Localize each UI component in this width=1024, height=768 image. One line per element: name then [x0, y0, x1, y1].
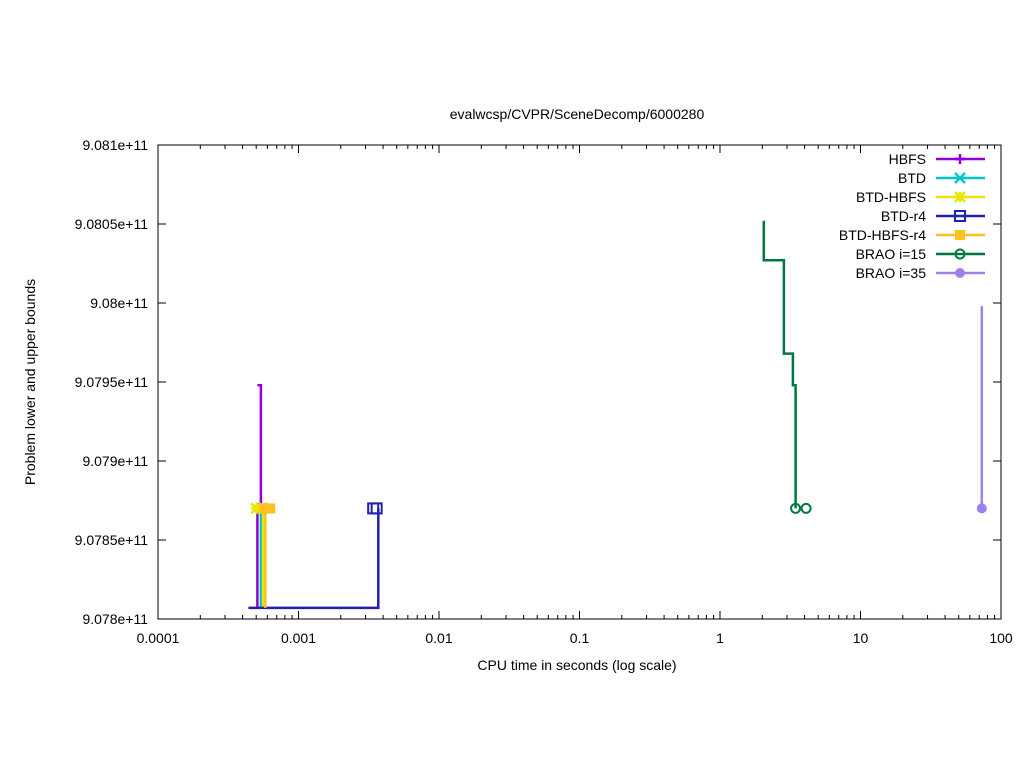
plot-series	[248, 220, 987, 610]
series-point	[790, 502, 802, 514]
series-3	[248, 502, 383, 610]
chart-title: evalwcsp/CVPR/SceneDecomp/6000280	[450, 106, 705, 122]
legend-item: BTD-HBFS	[856, 189, 985, 205]
x-axis-label: CPU time in seconds (log scale)	[477, 657, 676, 673]
series-point	[265, 503, 276, 514]
legend-label: BTD-HBFS	[856, 189, 926, 205]
legend-label: BRAO i=35	[856, 265, 927, 281]
legend-marker	[955, 230, 965, 240]
legend-item: HBFS	[889, 151, 985, 167]
axis-ticks: 0.0001 0.001 0.01 0.1 1 10 100 9.078e+11 9.0785e…	[75, 137, 1013, 646]
series-line	[762, 220, 797, 509]
legend-marker	[954, 172, 966, 184]
legend-label: BRAO i=15	[856, 246, 927, 262]
y-tick-label: 9.079e+11	[82, 453, 148, 469]
legend-item: BRAO i=15	[856, 246, 985, 262]
x-tick-label: 0.01	[425, 630, 452, 646]
y-tick-label: 9.081e+11	[82, 137, 148, 153]
x-tick-label: 0.1	[570, 630, 590, 646]
y-tick-label: 9.078e+11	[82, 611, 148, 627]
y-tick-label: 9.0795e+11	[75, 374, 149, 390]
legend-marker	[954, 210, 966, 222]
legend-item: BTD-HBFS-r4	[839, 227, 985, 243]
legend-marker	[955, 154, 965, 164]
legend-item: BTD	[898, 170, 985, 186]
legend-item: BRAO i=35	[856, 265, 985, 281]
series-point	[259, 503, 270, 514]
legend-label: HBFS	[889, 151, 926, 167]
legend: HBFS BTD BTD-HBFS BTD-r4 BTD-HBFS-r4 BRAO i=1…	[839, 151, 985, 281]
plot-frame	[157, 144, 1002, 620]
legend-label: BTD	[898, 170, 926, 186]
legend-marker	[955, 268, 965, 278]
legend-label: BTD-r4	[881, 208, 926, 224]
series-point	[976, 503, 987, 514]
y-axis-label: Problem lower and upper bounds	[22, 279, 38, 485]
series-point	[370, 502, 383, 515]
series-6	[976, 306, 987, 514]
y-tick-label: 9.0805e+11	[75, 216, 149, 232]
series-point	[367, 502, 380, 515]
x-tick-label: 100	[989, 630, 1013, 646]
series-point	[800, 502, 812, 514]
x-tick-label: 0.001	[281, 630, 316, 646]
y-tick-label: 9.0785e+11	[75, 532, 149, 548]
x-tick-label: 0.0001	[137, 630, 180, 646]
x-tick-label: 1	[716, 630, 724, 646]
x-tick-label: 10	[853, 630, 869, 646]
legend-label: BTD-HBFS-r4	[839, 227, 926, 243]
series-5	[762, 220, 812, 514]
series-line	[248, 508, 380, 610]
legend-marker	[954, 248, 966, 260]
legend-marker	[954, 191, 966, 203]
y-tick-label: 9.08e+11	[90, 295, 148, 311]
series-line	[257, 383, 263, 509]
series-4	[259, 503, 276, 608]
legend-item: BTD-r4	[881, 208, 985, 224]
